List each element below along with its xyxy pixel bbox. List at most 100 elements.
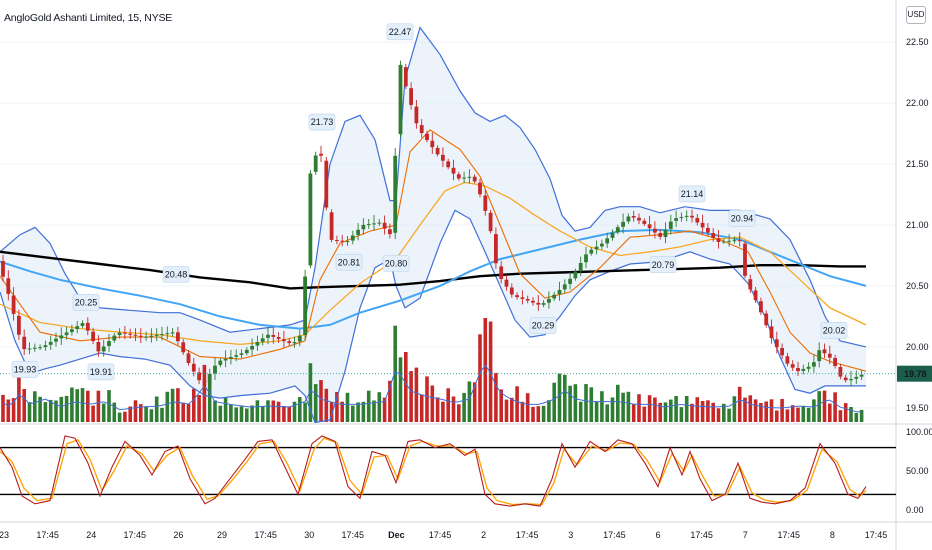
candle-body bbox=[568, 278, 572, 284]
volume-bar bbox=[626, 391, 631, 422]
candle-body bbox=[827, 353, 832, 358]
candle-body bbox=[451, 167, 456, 174]
volume-bar bbox=[621, 392, 625, 422]
candle-body bbox=[562, 284, 567, 290]
volume-bar bbox=[467, 381, 472, 422]
volume-bar bbox=[197, 395, 201, 422]
volume-bar bbox=[1, 394, 5, 422]
candle-body bbox=[679, 217, 684, 218]
candle-body bbox=[849, 379, 853, 381]
candle-body bbox=[398, 64, 403, 135]
volume-bar bbox=[96, 390, 101, 422]
candle-body bbox=[107, 341, 111, 346]
candle-body bbox=[1, 261, 5, 277]
candle-body bbox=[101, 346, 106, 352]
time-tick-label: Dec bbox=[388, 530, 405, 540]
annotation-box bbox=[87, 363, 115, 381]
candle-body bbox=[806, 366, 811, 369]
volume-bar bbox=[472, 382, 477, 422]
candle-body bbox=[552, 294, 557, 299]
annotation-label: 20.25 bbox=[75, 298, 98, 308]
volume-bar bbox=[520, 401, 525, 422]
bollinger-lower-line bbox=[0, 209, 866, 424]
candle-body bbox=[393, 155, 398, 233]
volume-bar bbox=[790, 405, 795, 422]
price-axis: 22.50 22.00 21.50 21.00 20.50 20.00 19.50 19.78… bbox=[897, 37, 932, 515]
price-annotations: 19.93 20.25 19.91 20.48 21.73 20.81 20.80 22.47… bbox=[11, 23, 848, 381]
candle-body bbox=[435, 147, 440, 155]
currency-button[interactable]: USD bbox=[906, 6, 926, 24]
candle-body bbox=[377, 222, 382, 224]
candle-body bbox=[17, 315, 21, 335]
volume-bar bbox=[207, 374, 212, 422]
annotation-label: 19.93 bbox=[14, 365, 37, 375]
candle-body bbox=[91, 331, 95, 342]
volume-bar bbox=[186, 403, 191, 422]
volume-bar bbox=[647, 395, 652, 422]
candle-body bbox=[22, 336, 27, 350]
time-tick-label: 17:45 bbox=[603, 530, 626, 540]
candle-body bbox=[59, 335, 64, 339]
volume-bar bbox=[313, 384, 318, 422]
candle-body bbox=[324, 160, 329, 208]
volume-bar bbox=[271, 400, 276, 422]
annotation-label: 20.02 bbox=[823, 326, 846, 336]
volume-bar bbox=[430, 385, 435, 422]
volume-bar bbox=[674, 396, 678, 422]
candle-body bbox=[774, 339, 779, 348]
volume-bar bbox=[91, 405, 95, 422]
volume-bar bbox=[356, 402, 360, 422]
candle-body bbox=[186, 353, 191, 363]
volume-bar bbox=[255, 400, 260, 422]
volume-bar bbox=[112, 402, 117, 422]
volume-bar bbox=[377, 392, 382, 422]
volume-bar bbox=[319, 380, 323, 422]
candle-body bbox=[833, 358, 837, 366]
price-tick-label: 22.50 bbox=[906, 37, 929, 47]
volume-bar bbox=[822, 390, 827, 422]
candle-body bbox=[695, 218, 700, 223]
volume-bar bbox=[75, 389, 79, 422]
volume-bar bbox=[610, 397, 615, 422]
stoch-tick-label: 0.00 bbox=[906, 505, 924, 515]
candle-body bbox=[531, 300, 535, 303]
volume-bar bbox=[414, 367, 419, 422]
candle-body bbox=[642, 220, 647, 224]
volume-bar bbox=[759, 403, 763, 422]
volume-bar bbox=[149, 409, 154, 422]
annotation-box bbox=[162, 266, 190, 283]
stochastic-pane bbox=[0, 435, 896, 507]
candle-body bbox=[843, 377, 848, 381]
volume-bar bbox=[361, 401, 366, 422]
candle-body bbox=[674, 218, 678, 221]
candle-body bbox=[573, 271, 578, 279]
candle-body bbox=[615, 227, 620, 233]
candle-body bbox=[70, 329, 74, 333]
volume-bar bbox=[531, 406, 535, 422]
candle-body bbox=[350, 235, 355, 241]
volume-bar bbox=[716, 408, 721, 422]
candle-body bbox=[213, 365, 217, 374]
stoch-tick-label: 100.00 bbox=[906, 427, 932, 437]
candle-body bbox=[138, 335, 143, 337]
volume-bar bbox=[541, 405, 546, 422]
volume-bar bbox=[441, 401, 445, 422]
volume-bar bbox=[684, 396, 689, 422]
candle-body bbox=[748, 279, 753, 290]
volume-bar bbox=[510, 397, 514, 422]
volume-bar bbox=[589, 387, 594, 422]
candle-body bbox=[154, 334, 159, 336]
candle-body bbox=[780, 348, 784, 356]
volume-bar bbox=[393, 325, 397, 422]
candle-body bbox=[472, 176, 477, 182]
annotation-box bbox=[386, 23, 414, 41]
time-tick-label: 7 bbox=[743, 530, 748, 540]
last-price-badge bbox=[897, 365, 932, 382]
candle-body bbox=[48, 341, 53, 345]
annotation-box bbox=[72, 294, 100, 311]
volume-bar bbox=[785, 409, 790, 422]
time-tick-label: 29 bbox=[217, 530, 227, 540]
volume-bar bbox=[584, 384, 588, 422]
volume-bar bbox=[578, 401, 583, 422]
